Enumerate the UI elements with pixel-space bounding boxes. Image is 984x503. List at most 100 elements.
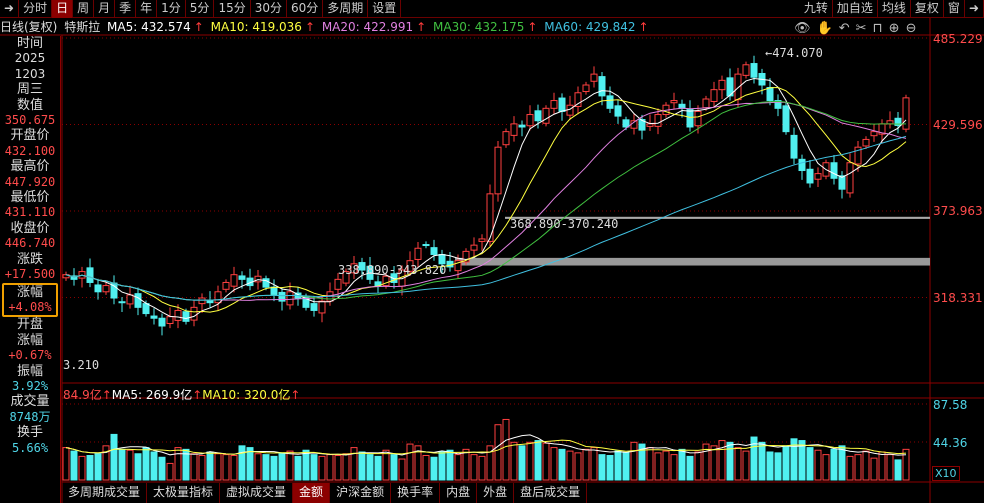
tab-daily[interactable]: 日 bbox=[52, 0, 74, 18]
candle bbox=[310, 303, 318, 311]
tab-outer[interactable]: 外盘 bbox=[477, 483, 515, 503]
candle bbox=[262, 278, 270, 288]
tab-inner[interactable]: 内盘 bbox=[440, 483, 478, 503]
candle bbox=[198, 297, 206, 305]
lock-icon[interactable]: ⊓ bbox=[872, 21, 883, 36]
candle bbox=[454, 260, 462, 272]
tab-amount[interactable]: 金额 bbox=[293, 483, 331, 503]
volume-bar bbox=[878, 451, 886, 481]
volume-bar bbox=[374, 455, 382, 481]
tab-weekly[interactable]: 周 bbox=[73, 0, 95, 18]
volume-tick: 44.36 bbox=[933, 436, 968, 450]
volume-bar bbox=[486, 445, 494, 481]
volume-bar bbox=[798, 440, 806, 481]
candle bbox=[174, 309, 182, 321]
candle bbox=[606, 95, 614, 109]
volume-bar bbox=[622, 452, 630, 481]
tab-multi-volume[interactable]: 多周期成交量 bbox=[62, 483, 148, 503]
volume-bar bbox=[502, 418, 510, 481]
tab-1min[interactable]: 1分 bbox=[157, 0, 186, 18]
candle bbox=[70, 275, 78, 280]
tab-15min[interactable]: 15分 bbox=[214, 0, 251, 18]
undo-icon[interactable]: ↶ bbox=[838, 21, 850, 36]
volume-bar bbox=[814, 449, 822, 481]
volume-bar bbox=[846, 455, 854, 481]
ma-button[interactable]: 均线 bbox=[878, 0, 911, 18]
tab-virtual-volume[interactable]: 虚拟成交量 bbox=[220, 483, 294, 503]
ma-info-bar: 日线(复权) 特斯拉 MA5: 432.574 ↑ MA10: 419.036 ↑ … bbox=[0, 19, 652, 35]
volume-bar bbox=[110, 433, 118, 481]
ma10-value: MA10: 419.036 bbox=[210, 20, 302, 34]
candle bbox=[158, 317, 166, 327]
up-arrow-icon: ↑ bbox=[101, 388, 112, 402]
candle bbox=[278, 291, 286, 302]
volume-bar bbox=[262, 454, 270, 481]
candle bbox=[670, 100, 678, 104]
price-tick: 318.331 bbox=[933, 291, 983, 305]
window-button[interactable]: 窗 bbox=[944, 0, 965, 18]
volume-bar bbox=[894, 459, 902, 481]
change-label: 涨跌 bbox=[16, 251, 43, 267]
weekday: 周三 bbox=[16, 82, 43, 98]
chart-tools: 👁 ✋ ↶ ✂ ⊓ ⊕ ⊖ bbox=[794, 21, 916, 36]
volume-bar bbox=[638, 443, 646, 481]
up-arrow-icon: ↑ bbox=[416, 20, 427, 34]
tab-30min[interactable]: 30分 bbox=[251, 0, 287, 18]
tab-monthly[interactable]: 月 bbox=[94, 0, 116, 18]
volume-bar bbox=[782, 445, 790, 481]
candle bbox=[582, 84, 590, 93]
volume-bar bbox=[318, 455, 326, 481]
tab-taiji[interactable]: 太极量指标 bbox=[147, 483, 221, 503]
candle bbox=[518, 124, 526, 128]
indicator-tabs: 多周期成交量 太极量指标 虚拟成交量 金额 沪深金额 换手率 内盘 外盘 盘后成… bbox=[62, 483, 588, 503]
volume-bar bbox=[750, 436, 758, 481]
candle bbox=[526, 114, 534, 127]
volume-bar bbox=[774, 452, 782, 481]
candle bbox=[190, 306, 198, 321]
candle bbox=[406, 260, 414, 272]
nine-turn-button[interactable]: 九转 bbox=[800, 0, 833, 18]
volume-bar bbox=[606, 455, 614, 481]
tab-60min[interactable]: 60分 bbox=[287, 0, 324, 18]
tab-hs-amount[interactable]: 沪深金额 bbox=[330, 483, 392, 503]
tab-after-hours[interactable]: 盘后成交量 bbox=[514, 483, 588, 503]
zoom-in-icon[interactable]: ⊕ bbox=[888, 21, 900, 36]
adjust-button[interactable]: 复权 bbox=[911, 0, 944, 18]
candle bbox=[710, 89, 718, 102]
eye-icon[interactable]: 👁 bbox=[794, 21, 811, 36]
tab-quarterly[interactable]: 季 bbox=[115, 0, 137, 18]
volume-bar bbox=[422, 455, 430, 481]
candle bbox=[854, 146, 862, 165]
tab-yearly[interactable]: 年 bbox=[136, 0, 158, 18]
volume-bar bbox=[862, 450, 870, 481]
scissors-icon[interactable]: ✂ bbox=[855, 21, 867, 36]
stock-name: 特斯拉 bbox=[64, 20, 101, 34]
hand-icon[interactable]: ✋ bbox=[816, 21, 833, 36]
volume-bar bbox=[454, 454, 462, 481]
add-watchlist-button[interactable]: 加自选 bbox=[833, 0, 878, 18]
candle bbox=[766, 86, 774, 102]
volume-bar bbox=[766, 451, 774, 481]
tab-multi-period[interactable]: 多周期 bbox=[323, 0, 369, 18]
candle bbox=[846, 162, 854, 194]
zoom-out-icon[interactable]: ⊖ bbox=[905, 21, 917, 36]
close-value: 446.740 bbox=[4, 236, 56, 251]
tab-turnover[interactable]: 换手率 bbox=[391, 483, 441, 503]
close-label: 收盘价 bbox=[10, 220, 50, 236]
volume-bar bbox=[294, 455, 302, 481]
tab-intraday[interactable]: 分时 bbox=[19, 0, 53, 18]
volume-bar bbox=[150, 451, 158, 481]
candle bbox=[734, 73, 742, 101]
expand-icon[interactable]: ➜ bbox=[965, 0, 984, 18]
tab-5min[interactable]: 5分 bbox=[186, 0, 215, 18]
volume-bar bbox=[246, 447, 254, 481]
open-label: 开盘价 bbox=[10, 128, 50, 144]
volume-bar bbox=[414, 445, 422, 481]
collapse-icon[interactable]: ➜ bbox=[0, 0, 20, 18]
volume-bar bbox=[238, 445, 246, 481]
volume-bar bbox=[718, 440, 726, 481]
tab-settings[interactable]: 设置 bbox=[368, 0, 402, 18]
volume-bar bbox=[558, 448, 566, 481]
volume-bar bbox=[806, 447, 814, 481]
